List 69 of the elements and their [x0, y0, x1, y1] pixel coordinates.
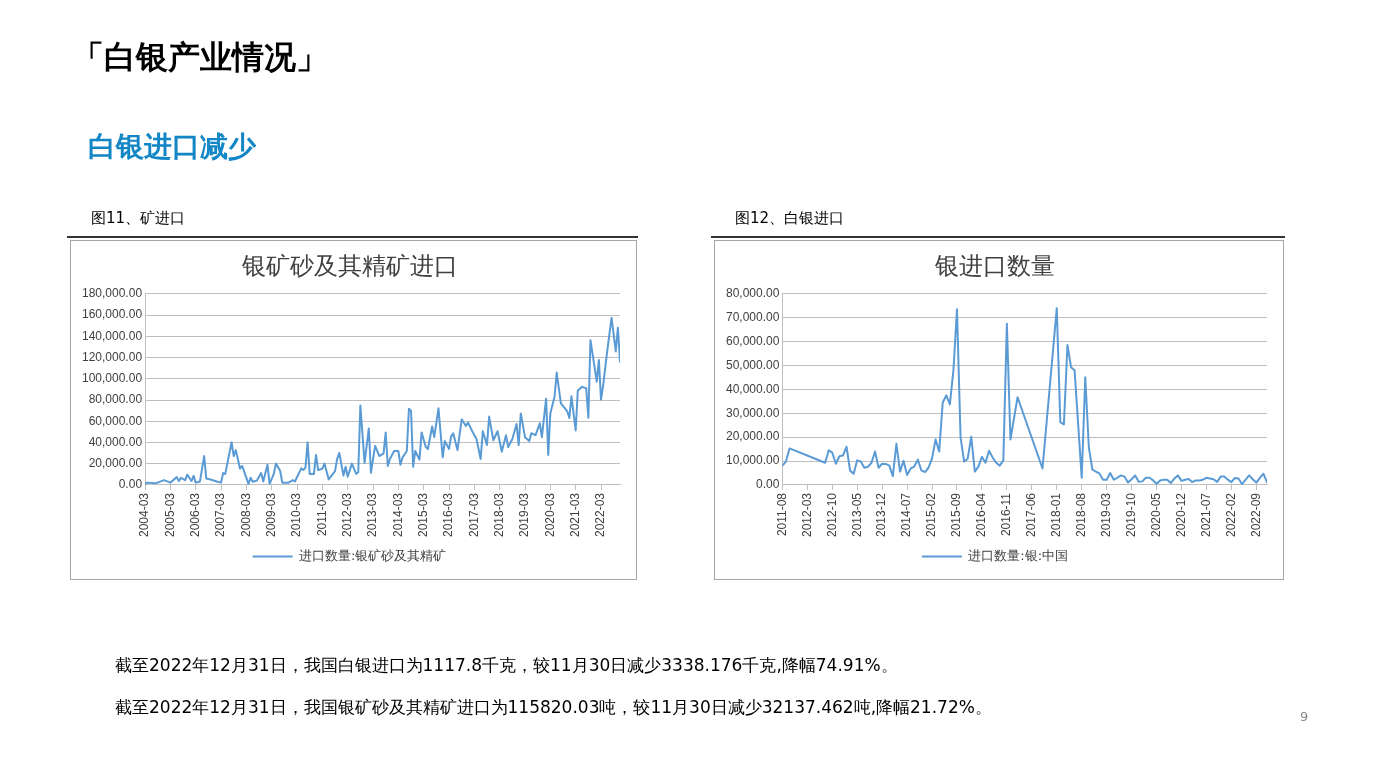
x-tick-label: 2019-10 [1123, 492, 1138, 538]
chart-subtitle: 图12、白银进口 [735, 209, 845, 228]
x-tick-label: 2022-02 [1223, 492, 1238, 538]
y-tick-label: 80,000.00 [725, 286, 780, 301]
text: 白银进口减少 [88, 129, 256, 165]
y-tick-label: 20,000.00 [88, 456, 143, 471]
chart-subtitle: 图11、矿进口 [91, 209, 186, 228]
x-tick-label: 2013-05 [849, 492, 864, 538]
x-tick-label: 2006-03 [188, 492, 203, 538]
y-tick-label: 30,000.00 [725, 405, 780, 420]
x-tick-label: 2016-11 [999, 492, 1014, 537]
y-tick-label: 80,000.00 [88, 392, 143, 407]
text: 截至2022年12月31日，我国白银进口为1117.8千克，较11月30日减少3338.176千克,降幅74.91%。 [115, 654, 898, 677]
x-tick-label: 2004-03 [137, 492, 152, 538]
x-tick-label: 2012-10 [824, 492, 839, 538]
text: 9 [1300, 709, 1309, 724]
chart-title: 银进口数量 [934, 251, 1055, 280]
x-tick-label: 2014-03 [390, 492, 405, 538]
x-tick-label: 2018-08 [1074, 492, 1089, 538]
x-tick-label: 2011-03 [314, 492, 329, 537]
y-tick-label: 40,000.00 [88, 434, 143, 449]
legend-label: 进口数量:银:中国 [968, 547, 1069, 563]
x-tick-label: 2013-12 [874, 492, 889, 538]
y-tick-label: 20,000.00 [725, 429, 780, 444]
x-tick-label: 2005-03 [162, 492, 177, 538]
x-tick-label: 2017-06 [1024, 492, 1039, 538]
x-tick-label: 2015-09 [949, 492, 964, 538]
x-tick-label: 2017-03 [466, 492, 481, 538]
x-tick-label: 2008-03 [238, 492, 253, 538]
text: 截至2022年12月31日，我国银矿砂及其精矿进口为115820.03吨，较11月30日减少32137.462吨,降幅21.72%。 [115, 696, 992, 719]
y-tick-label: 60,000.00 [88, 413, 143, 428]
x-tick-label: 2022-03 [593, 492, 608, 538]
y-tick-label: 70,000.00 [725, 310, 780, 325]
x-tick-label: 2007-03 [213, 492, 228, 538]
x-tick-label: 2016-03 [441, 492, 456, 538]
legend-label: 进口数量:银矿砂及其精矿 [299, 547, 447, 563]
x-tick-label: 2013-03 [365, 492, 380, 538]
x-tick-label: 2010-03 [289, 492, 304, 538]
text: 「白银产业情况」 [72, 37, 328, 78]
y-tick-label: 120,000.00 [82, 349, 143, 364]
x-tick-label: 2021-07 [1198, 492, 1213, 538]
y-tick-label: 10,000.00 [725, 453, 780, 468]
y-tick-label: 0.00 [118, 477, 143, 492]
x-tick-label: 2021-03 [567, 492, 582, 538]
y-tick-label: 180,000.00 [82, 286, 143, 301]
x-tick-label: 2012-03 [340, 492, 355, 538]
x-tick-label: 2019-03 [517, 492, 532, 538]
y-tick-label: 100,000.00 [82, 371, 143, 386]
x-tick-label: 2015-03 [416, 492, 430, 538]
x-tick-label: 2020-05 [1148, 492, 1163, 538]
x-tick-label: 2011-08 [774, 492, 789, 537]
y-tick-label: 140,000.00 [82, 328, 143, 343]
y-tick-label: 160,000.00 [82, 307, 143, 322]
x-tick-label: 2016-04 [974, 492, 989, 538]
y-tick-label: 50,000.00 [725, 357, 780, 372]
x-tick-label: 2014-07 [899, 492, 914, 538]
x-tick-label: 2009-03 [264, 492, 279, 538]
y-tick-label: 60,000.00 [725, 333, 780, 348]
x-tick-label: 2015-02 [924, 492, 939, 538]
x-tick-label: 2020-12 [1173, 492, 1188, 538]
x-tick-label: 2018-03 [491, 492, 506, 538]
y-tick-label: 0.00 [756, 477, 780, 492]
x-tick-label: 2022-09 [1248, 492, 1263, 538]
x-tick-label: 2018-01 [1049, 492, 1064, 538]
x-tick-label: 2020-03 [542, 492, 557, 538]
y-tick-label: 40,000.00 [725, 381, 780, 396]
x-tick-label: 2012-03 [799, 492, 814, 538]
x-tick-label: 2019-03 [1098, 492, 1113, 538]
chart-title: 银矿砂及其精矿进口 [240, 251, 458, 280]
